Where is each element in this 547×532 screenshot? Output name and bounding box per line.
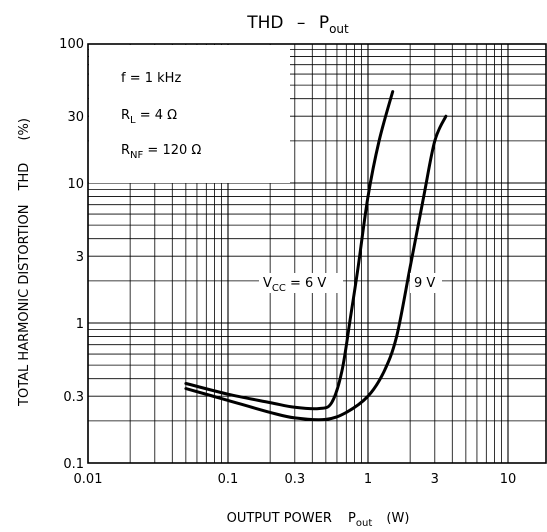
x-tick-label: 0.1 bbox=[218, 472, 239, 487]
plot-frame bbox=[87, 43, 547, 464]
y-tick-label: 10 bbox=[67, 177, 84, 192]
label-vcc-9v-bg bbox=[410, 273, 442, 293]
condition-load-resistance: RL = 4 Ω bbox=[121, 108, 177, 126]
y-tick-label: 0.1 bbox=[63, 457, 84, 472]
condition-frequency: f = 1 kHz bbox=[121, 71, 181, 86]
x-tick-label: 10 bbox=[500, 472, 517, 487]
y-tick-label: 30 bbox=[67, 110, 84, 125]
x-tick-label: 3 bbox=[431, 472, 439, 487]
plot-grid bbox=[87, 43, 547, 464]
x-axis-label: OUTPUT POWER Pout (W) bbox=[227, 511, 410, 530]
curves bbox=[184, 90, 448, 422]
curve-vcc-6v bbox=[184, 90, 395, 411]
conditions-box bbox=[89, 45, 290, 183]
y-tick-label: 0.3 bbox=[63, 390, 84, 405]
curve-vcc-9v bbox=[184, 114, 448, 422]
label-vcc-6v: VCC = 6 V bbox=[263, 276, 326, 294]
y-tick-label: 1 bbox=[76, 317, 84, 332]
x-tick-label: 0.01 bbox=[74, 472, 103, 487]
y-tick-label: 100 bbox=[59, 37, 84, 52]
y-axis-label: TOTAL HARMONIC DISTORTION THD (%) bbox=[17, 118, 32, 407]
series-labels: VCC = 6 V 9 V bbox=[259, 273, 442, 294]
label-vcc-9v: 9 V bbox=[414, 276, 435, 291]
chart-title: THD – Pout bbox=[246, 13, 349, 36]
x-tick-label: 1 bbox=[364, 472, 372, 487]
y-tick-label: 3 bbox=[76, 250, 84, 265]
label-vcc-6v-bg bbox=[259, 273, 343, 293]
x-tick-label: 0.3 bbox=[284, 472, 305, 487]
conditions: f = 1 kHz RL = 4 Ω RNF = 120 Ω bbox=[121, 71, 201, 161]
condition-nf-resistance: RNF = 120 Ω bbox=[121, 143, 201, 161]
